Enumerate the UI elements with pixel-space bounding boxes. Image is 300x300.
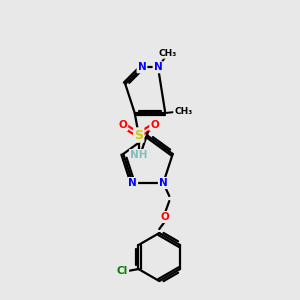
Text: O: O	[150, 120, 159, 130]
Text: N: N	[159, 178, 168, 188]
Text: CH₃: CH₃	[174, 106, 192, 116]
Text: N: N	[154, 62, 162, 72]
Text: S: S	[134, 128, 143, 142]
Text: N: N	[128, 178, 137, 188]
Text: NH: NH	[130, 150, 148, 160]
Text: N: N	[138, 62, 146, 72]
Text: Cl: Cl	[117, 266, 128, 276]
Text: CH₃: CH₃	[159, 49, 177, 58]
Text: O: O	[118, 120, 127, 130]
Text: O: O	[161, 212, 170, 222]
